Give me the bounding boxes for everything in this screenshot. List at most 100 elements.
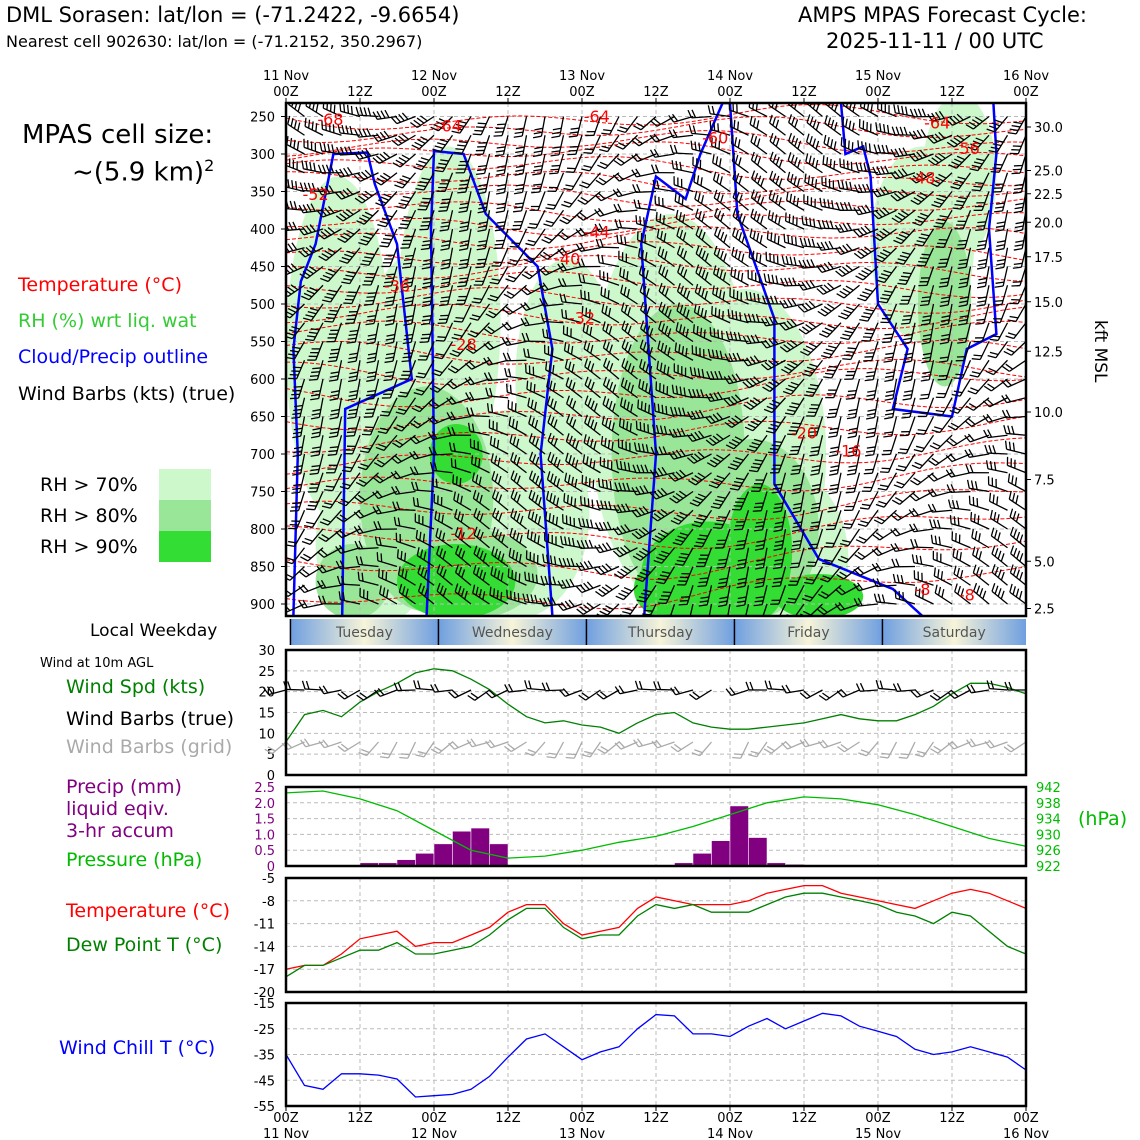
- wind-barb-feather: [653, 148, 660, 157]
- wind-barb: [953, 434, 971, 447]
- wind-barb-feather: [694, 453, 702, 461]
- wind-barb-feather: [828, 240, 834, 250]
- wind-barb: [540, 153, 546, 174]
- wind-barb-feather: [616, 188, 623, 196]
- wind-barb-grid-feather: [581, 754, 591, 758]
- wind-barb-feather: [513, 591, 516, 601]
- wind-barb-feather: [759, 254, 762, 263]
- wind-barb-feather: [877, 144, 882, 154]
- wind-barb-feather: [546, 471, 551, 480]
- wind-barb-feather: [794, 138, 799, 147]
- wind-barb-feather: [671, 113, 679, 122]
- wind-barb-feather: [785, 255, 789, 265]
- wind-barb-feather: [772, 135, 777, 145]
- wind-barb-grid-feather: [933, 745, 942, 752]
- wind-barb-feather: [546, 329, 549, 339]
- wind-barb-feather: [409, 466, 415, 475]
- wind-barb-feather: [679, 599, 689, 602]
- wind-barb-feather: [516, 457, 521, 466]
- wind-barb-feather: [557, 248, 565, 257]
- wind-barb-feather: [603, 288, 607, 298]
- wind-barb-feather: [865, 397, 875, 401]
- wind-barb-feather: [375, 490, 383, 498]
- wind-barb-feather: [678, 603, 688, 606]
- wind-barb-feather: [661, 571, 671, 574]
- wind-barb-feather: [973, 354, 983, 357]
- wind-barb-feather: [1014, 477, 1018, 486]
- wind-barb-feather: [976, 285, 986, 289]
- wind-barb-feather: [641, 443, 645, 453]
- wind-barb-feather: [838, 586, 846, 594]
- wind-barb: [999, 303, 1009, 323]
- wind-barb-feather: [329, 375, 339, 378]
- wind-barb: [891, 341, 898, 362]
- wind-barb-feather: [890, 543, 896, 552]
- wind-barb: [907, 416, 916, 436]
- wind-barb-feather: [526, 593, 530, 603]
- wind-barb-feather: [316, 187, 323, 196]
- wind-barb-feather: [810, 469, 820, 472]
- wind-barb-feather: [988, 367, 997, 373]
- wind-barb-feather: [411, 407, 420, 413]
- wind-barb-feather: [623, 399, 627, 409]
- wind-barb-feather: [755, 544, 765, 547]
- wind-barb-feather: [322, 518, 331, 523]
- top-hour-label: 00Z: [421, 85, 447, 100]
- wind-barb: [503, 153, 509, 174]
- wind-barb-feather: [810, 491, 820, 495]
- wind-barb-feather: [439, 138, 448, 143]
- wind-barb-feather: [847, 202, 853, 211]
- wind-barb-feather: [894, 192, 902, 200]
- wind-barb-feather: [486, 403, 490, 412]
- wind-barb-feather: [861, 141, 864, 150]
- wind-barb-feather: [794, 119, 799, 128]
- wind-barb-feather: [930, 473, 938, 480]
- wind-barb-feather: [347, 337, 357, 340]
- wind-barb-feather: [871, 563, 878, 572]
- wind-barb-feather: [941, 588, 945, 598]
- wind-barb-feather: [956, 155, 966, 161]
- wind-barb-feather: [630, 403, 634, 413]
- wind-barb-feather: [657, 577, 667, 581]
- wind-barb-feather: [812, 119, 817, 128]
- wind-barb-feather: [609, 481, 612, 490]
- wind-barb-feather: [778, 216, 781, 225]
- wind-barb-feather: [903, 356, 913, 360]
- wind-barb-feather: [737, 121, 740, 131]
- wind-barb-feather: [288, 540, 297, 544]
- wind-barb-feather: [349, 125, 353, 135]
- wind-barb-feather: [713, 122, 716, 131]
- wind-barb-feather: [367, 107, 372, 117]
- wind-barb-feather: [419, 531, 422, 541]
- wind-barb-feather: [916, 194, 925, 200]
- wind-barb-feather: [394, 455, 402, 462]
- wind-barb-feather: [330, 371, 340, 374]
- wind-barb-feather: [811, 502, 821, 506]
- wind-barb-feather: [949, 438, 958, 445]
- wind-barb-feather: [630, 365, 635, 375]
- wind-barb: [805, 322, 823, 335]
- wind-barb-feather: [892, 573, 896, 583]
- wind-barb-feather: [649, 149, 656, 158]
- wind-barb-feather: [663, 425, 668, 435]
- wind-barb-feather: [682, 326, 686, 336]
- wind-barb-feather: [866, 431, 876, 435]
- wind-barb-feather: [584, 414, 588, 424]
- wind-barb-feather: [958, 262, 968, 266]
- wind-barb-feather: [839, 571, 848, 578]
- wind-barb-feather: [894, 589, 897, 599]
- wind-barb-feather: [635, 530, 643, 538]
- wind-barb-feather: [737, 600, 746, 604]
- wind-barb-feather: [550, 454, 555, 463]
- wind-barb-feather: [563, 187, 572, 191]
- wind-barb-feather: [975, 548, 979, 558]
- wind-barb-feather: [318, 255, 327, 262]
- wind-barb: [750, 216, 768, 230]
- wind-barb-feather: [722, 310, 724, 320]
- wind-barb-feather: [547, 597, 553, 606]
- wind-barb-feather: [535, 438, 539, 447]
- wind-barb-feather: [609, 363, 614, 372]
- wind-barb-feather: [773, 483, 783, 486]
- wind-barb: [934, 592, 953, 605]
- wind-barb-feather: [540, 575, 545, 585]
